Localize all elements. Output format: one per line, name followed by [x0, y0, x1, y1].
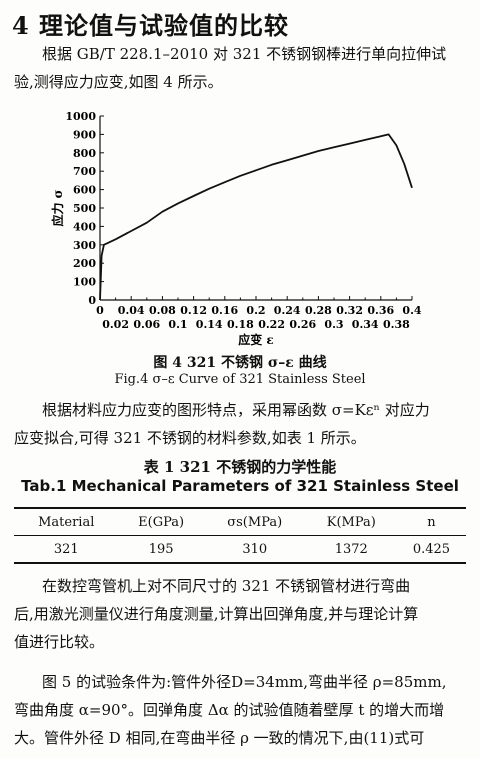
paragraph-line: 应变拟合,可得 321 不锈钢的材料参数,如表 1 所示。: [14, 429, 366, 447]
y-tick-label: 700: [73, 165, 96, 178]
x-tick-label: 0.24: [274, 304, 301, 317]
paragraph-line: 图 5 的试验条件为:管件外径D=34mm,弯曲半径 ρ=85mm,: [42, 673, 447, 691]
table-cell: 0.425: [412, 541, 451, 557]
y-tick-label: 600: [73, 184, 96, 197]
paragraph-3: 在数控弯管机上对不同尺寸的 321 不锈钢管材进行弯曲 后,用激光测量仪进行角度…: [14, 572, 418, 656]
table-cell: 310: [242, 541, 268, 557]
paragraph-line: 根据 GB/T 228.1–2010 对 321 不锈钢钢棒进行单向拉伸试: [42, 45, 447, 63]
paragraph-line: 验,测得应力应变,如图 4 所示。: [14, 73, 223, 91]
paragraph-line: 根据材料应力应变的图形特点，采用幂函数 σ=Kεⁿ 对应力: [42, 401, 430, 419]
table-header-row: Material E(GPa) σs(MPa) K(MPa) n: [14, 508, 466, 536]
x-axis-label: 应变 ε: [238, 332, 273, 347]
table-cell: 1372: [334, 541, 368, 557]
y-tick-label: 500: [73, 202, 96, 215]
paragraph-line: 在数控弯管机上对不同尺寸的 321 不锈钢管材进行弯曲: [42, 577, 411, 595]
table-title-en: Tab.1 Mechanical Parameters of 321 Stain…: [21, 477, 459, 495]
table-row: 321 195 310 1372 0.425: [14, 536, 466, 563]
table-header: n: [427, 514, 436, 530]
figure-caption-cn: 图 4 321 不锈钢 σ–ε 曲线: [153, 355, 327, 371]
section-heading: 4 理论值与试验值的比较: [12, 11, 290, 40]
x-tick-label: 0.22: [258, 318, 285, 331]
table-header: Material: [38, 514, 95, 530]
y-tick-label: 1000: [65, 110, 96, 123]
x-tick-label: 0.3: [324, 318, 343, 331]
paragraph-2: 根据材料应力应变的图形特点，采用幂函数 σ=Kεⁿ 对应力 应变拟合,可得 32…: [14, 396, 430, 452]
x-tick-label: 0.12: [180, 304, 207, 317]
paragraph-line: 大。管件外径 D 相同,在弯曲半径 ρ 一致的情况下,由(11)式可: [14, 729, 425, 747]
x-tick-label: 0.04: [118, 304, 145, 317]
x-tick-label: 0.1: [168, 318, 187, 331]
y-tick-label: 100: [73, 276, 96, 289]
figure-caption-en: Fig.4 σ–ε Curve of 321 Stainless Steel: [114, 372, 366, 387]
x-tick-label: 0.18: [227, 318, 254, 331]
y-tick-label: 800: [73, 147, 96, 160]
table-header: E(GPa): [138, 514, 185, 530]
table-cell: 321: [53, 541, 79, 557]
paragraph-4: 图 5 的试验条件为:管件外径D=34mm,弯曲半径 ρ=85mm, 弯曲角度 …: [14, 668, 447, 752]
x-tick-label: 0.06: [133, 318, 160, 331]
x-tick-label: 0.26: [289, 318, 316, 331]
y-tick-label: 900: [73, 128, 96, 141]
y-tick-label: 200: [73, 257, 96, 270]
table-cell: 195: [148, 541, 174, 557]
paragraph-line: 后,用激光测量仪进行角度测量,计算出回弹角度,并与理论计算: [14, 605, 419, 623]
series-line-0: [99, 133, 413, 301]
x-tick-label: 0.32: [336, 304, 363, 317]
paragraph-line: 值进行比较。: [14, 633, 105, 651]
x-tick-label: 0.08: [149, 304, 176, 317]
table-header: K(MPa): [326, 514, 376, 530]
y-tick-label: 0: [88, 294, 96, 307]
x-tick-label: 0.14: [196, 318, 223, 331]
x-tick-label: 0.02: [102, 318, 129, 331]
x-tick-label: 0.4: [402, 304, 421, 317]
y-tick-label: 300: [73, 239, 96, 252]
table-title-cn: 表 1 321 不锈钢的力学性能: [143, 458, 337, 476]
x-tick-label: 0.16: [211, 304, 238, 317]
x-tick-label: 0.2: [246, 304, 265, 317]
y-axis-label: 应力 σ: [50, 189, 65, 226]
x-tick-label: 0: [96, 304, 104, 317]
x-tick-label: 0.28: [305, 304, 332, 317]
x-tick-label: 0.36: [367, 304, 394, 317]
table-header: σs(MPa): [227, 514, 283, 530]
mechanical-properties-table: Material E(GPa) σs(MPa) K(MPa) n 321 195…: [14, 507, 466, 564]
paragraph-line: 弯曲角度 α=90°。回弹角度 Δα 的试验值随着壁厚 t 的增大而增: [14, 701, 445, 719]
y-tick-label: 400: [73, 220, 96, 233]
x-tick-label: 0.34: [352, 318, 379, 331]
paragraph-1: 根据 GB/T 228.1–2010 对 321 不锈钢钢棒进行单向拉伸试 验,…: [14, 40, 446, 96]
x-tick-label: 0.38: [383, 318, 410, 331]
